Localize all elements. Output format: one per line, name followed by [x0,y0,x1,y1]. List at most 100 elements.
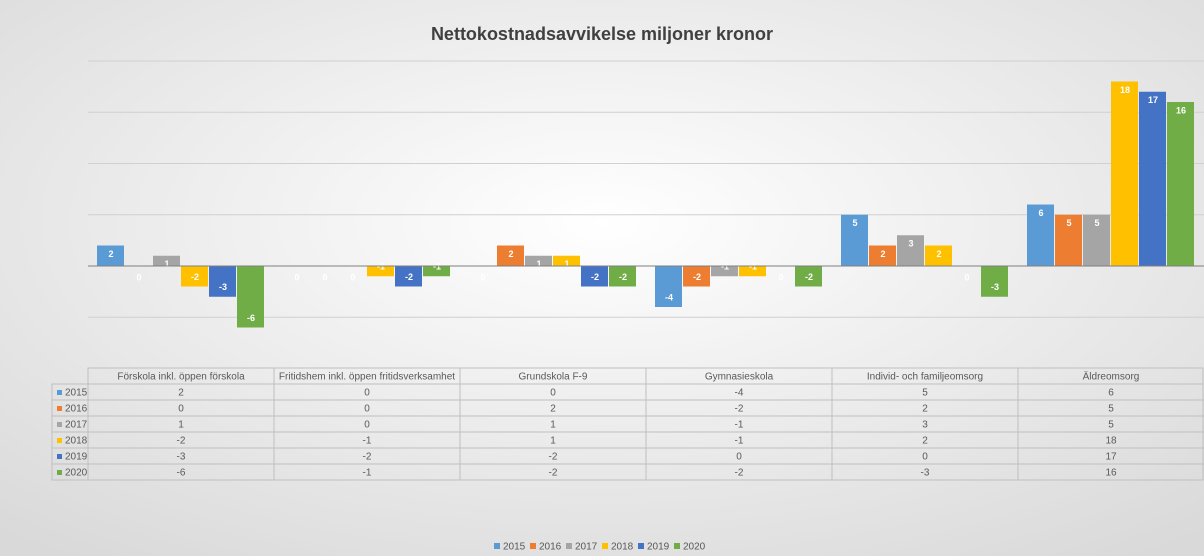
data-label: 0 [322,272,327,282]
legend-key [674,543,680,549]
table-cell: -2 [735,404,744,415]
bar [925,245,952,266]
table-series-name: 2018 [65,436,88,447]
table-cell: 1 [178,420,184,431]
bar [841,214,868,266]
bar [153,255,180,266]
table-legend-key [57,406,62,411]
legend-label: 2017 [575,542,598,553]
table-header-cell: Individ- och familjeomsorg [867,372,983,383]
bar [209,266,236,297]
data-label: 5 [1094,218,1099,228]
data-label: 1 [164,259,169,269]
table-cell: -6 [177,468,186,479]
legend-key [494,543,500,549]
bar [423,266,450,277]
data-label: 5 [852,218,857,228]
bar [1055,214,1082,266]
table-cell: -1 [735,436,744,447]
data-label: 0 [480,272,485,282]
table-series-name: 2019 [65,452,88,463]
data-label: 0 [778,272,783,282]
data-label: 2 [508,249,513,259]
table-cell: -3 [921,468,930,479]
table-cell: 16 [1105,468,1117,479]
data-label: 0 [294,272,299,282]
table-cell: 6 [1108,388,1114,399]
table-legend-key [57,454,62,459]
data-label: -2 [191,272,199,282]
table-legend-key [57,390,62,395]
table-cell: -2 [549,452,558,463]
table-cell: 5 [1108,420,1114,431]
bar [683,266,710,287]
table-cell: 1 [550,420,556,431]
bar [739,266,766,277]
table-cell: 0 [364,388,370,399]
table-cell: 0 [364,420,370,431]
legend-label: 2016 [539,542,562,553]
bar [1167,102,1194,266]
data-label: 0 [964,272,969,282]
data-label: 2 [880,249,885,259]
table-header-cell: Fritidshem inkl. öppen fritidsverksamhet [279,372,455,383]
bar [1083,214,1110,266]
table-header-cell: Äldreomsorg [1083,371,1140,383]
bar [237,266,264,328]
data-label: -1 [749,262,757,272]
data-label: -2 [619,272,627,282]
table-series-name: 2015 [65,388,88,399]
table-legend-key [57,438,62,443]
legend-key [566,543,572,549]
data-label: -2 [591,272,599,282]
table-cell: 18 [1105,436,1117,447]
data-label: -3 [991,282,999,292]
table-cell: 3 [922,420,928,431]
data-label: -1 [433,262,441,272]
bar [395,266,422,287]
bar [711,266,738,277]
table-cell: 0 [178,404,184,415]
bar [655,266,682,307]
table-header-cell: Grundskola F-9 [519,372,588,383]
data-label: 5 [1066,218,1071,228]
table-cell: -3 [177,452,186,463]
table-cell: 5 [922,388,928,399]
bar [1139,91,1166,266]
legend-label: 2019 [647,542,670,553]
table-cell: 2 [550,404,556,415]
data-label: -1 [721,262,729,272]
data-label: 2 [108,249,113,259]
data-label: 17 [1148,95,1158,105]
bar [525,255,552,266]
table-cell: 1 [550,436,556,447]
data-label: -2 [693,272,701,282]
table-cell: -1 [735,420,744,431]
table-cell: 2 [922,436,928,447]
legend-key [638,543,644,549]
table-series-name: 2017 [65,420,88,431]
table-cell: 2 [178,388,184,399]
table-header-cell: Gymnasieskola [705,372,774,383]
bar [1111,81,1138,266]
legend-label: 2015 [503,542,526,553]
legend-label: 2018 [611,542,634,553]
table-header-cell: Förskola inkl. öppen förskola [117,372,245,383]
data-label: -1 [377,262,385,272]
data-label: 2 [936,249,941,259]
table-cell: 5 [1108,404,1114,415]
data-label: 1 [564,259,569,269]
bar [609,266,636,287]
table-cell: -2 [735,468,744,479]
table-legend-key [57,470,62,475]
data-label: -4 [665,292,673,302]
bar [181,266,208,287]
bar [581,266,608,287]
table-series-name: 2020 [65,468,88,479]
data-label: 6 [1038,208,1043,218]
data-label: -6 [247,313,255,323]
data-label: 0 [350,272,355,282]
bar [97,245,124,266]
table-cell: 0 [922,452,928,463]
